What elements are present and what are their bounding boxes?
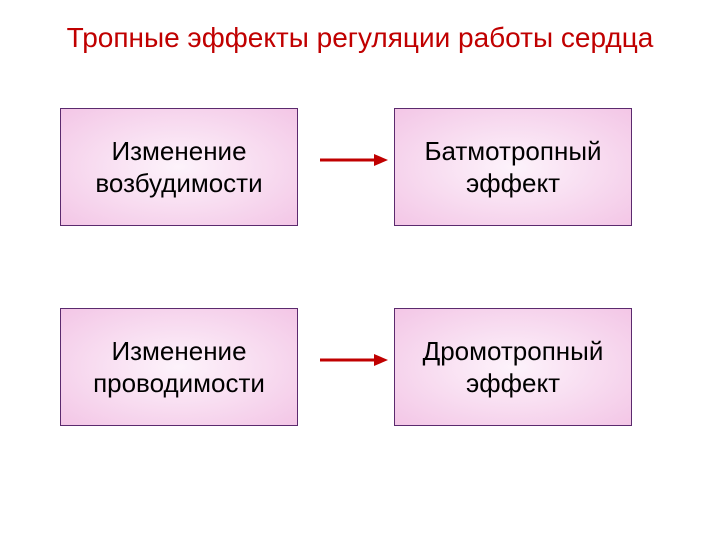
box-dromo-line2: эффект (423, 367, 604, 400)
diagram-title: Тропные эффекты регуляции работы сердца (0, 22, 720, 54)
box-excitability-line1: Изменение (95, 135, 262, 168)
box-dromo: Дромотропныйэффект (394, 308, 632, 426)
box-conduction: Изменениепроводимости (60, 308, 298, 426)
box-conduction-line2: проводимости (93, 367, 265, 400)
box-bathmo: Батмотропныйэффект (394, 108, 632, 226)
box-bathmo-line2: эффект (424, 167, 601, 200)
arrow-2 (318, 350, 390, 370)
box-dromo-line1: Дромотропный (423, 335, 604, 368)
box-conduction-line1: Изменение (93, 335, 265, 368)
box-bathmo-line1: Батмотропный (424, 135, 601, 168)
box-excitability: Изменениевозбудимости (60, 108, 298, 226)
box-excitability-line2: возбудимости (95, 167, 262, 200)
diagram-stage: Тропные эффекты регуляции работы сердца … (0, 0, 720, 540)
arrow-1 (318, 150, 390, 170)
